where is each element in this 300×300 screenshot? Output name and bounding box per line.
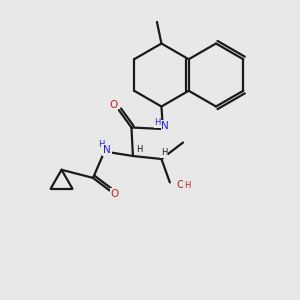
- Text: H: H: [136, 145, 143, 154]
- Text: O: O: [109, 100, 118, 110]
- Text: H: H: [98, 140, 104, 149]
- Text: O: O: [111, 189, 119, 199]
- Text: N: N: [103, 145, 111, 155]
- Text: O: O: [176, 180, 184, 190]
- Text: H: H: [184, 181, 190, 190]
- Text: H: H: [154, 118, 161, 127]
- Text: N: N: [161, 121, 169, 131]
- Text: H: H: [161, 148, 167, 157]
